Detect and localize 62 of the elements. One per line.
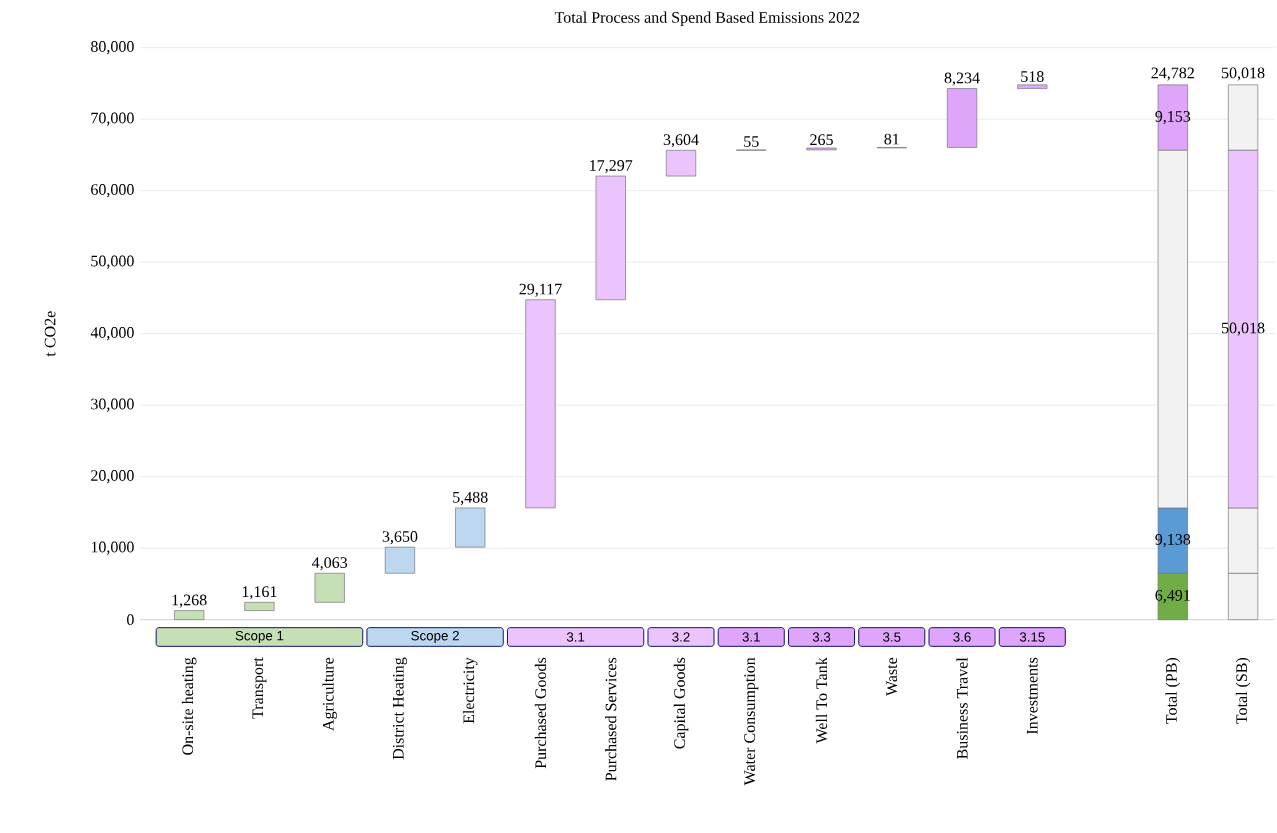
- x-tick-label: Total (PB): [1165, 657, 1181, 724]
- text: 3.1: [566, 632, 585, 642]
- data-label: 4,063: [312, 557, 348, 571]
- x-tick-label: Transport: [252, 657, 267, 719]
- x-tick-label: Waste: [886, 657, 898, 696]
- data-label: 9,153: [1155, 111, 1191, 125]
- x-tick-label: Capital Goods: [673, 657, 689, 749]
- bar: [1017, 84, 1048, 89]
- text: 3.6: [953, 632, 971, 642]
- y-tick-label: 50,000: [91, 255, 134, 269]
- y-tick-label: 20,000: [91, 470, 134, 484]
- bar: [314, 572, 345, 603]
- x-tick-label: Electricity: [462, 657, 478, 724]
- x-tick-label: On-site heating: [181, 657, 197, 755]
- text: Scope 2: [411, 630, 459, 644]
- data-label: 1,268: [172, 594, 207, 608]
- data-label: 55: [744, 136, 759, 147]
- text: 3.15: [1019, 632, 1045, 642]
- x-tick-label: Purchased Goods: [534, 657, 547, 769]
- x-tick-label: Agriculture: [322, 657, 337, 731]
- y-tick-label: 60,000: [91, 184, 134, 198]
- y-tick-label: 0: [127, 614, 134, 626]
- annotation: 50,018: [1221, 67, 1265, 81]
- bar: [665, 149, 697, 177]
- bar: [595, 175, 626, 301]
- data-label: 81: [884, 133, 899, 145]
- data-label: 29,117: [519, 283, 562, 297]
- x-tick-label: District Heating: [392, 657, 407, 760]
- data-label: 8,234: [944, 72, 980, 86]
- text: 3.3: [812, 632, 831, 642]
- data-label: 17,297: [590, 160, 633, 174]
- bar: [174, 610, 205, 621]
- x-tick-label: Purchased Services: [605, 657, 617, 781]
- data-label: 3,604: [663, 134, 699, 148]
- y-axis-title: t CO2e: [44, 311, 56, 357]
- annotation: 24,782: [1151, 67, 1194, 81]
- y-tick-label: 70,000: [91, 112, 134, 126]
- bar: [384, 546, 416, 574]
- data-label: 265: [810, 134, 833, 146]
- x-tick-label: Investments: [1026, 657, 1038, 734]
- text: 3.2: [672, 632, 690, 642]
- data-label: 518: [1021, 71, 1044, 82]
- text: 3.5: [883, 632, 901, 642]
- data-label: 3,650: [382, 531, 418, 545]
- text: 3.1: [742, 632, 760, 642]
- x-tick-label: Total (SB): [1235, 657, 1251, 724]
- y-tick-label: 10,000: [91, 541, 134, 555]
- chart-title: Total Process and Spend Based Emissions 2022: [554, 11, 860, 27]
- data-label: 5,488: [453, 491, 488, 505]
- x-tick-label: Well To Tank: [815, 657, 828, 744]
- bar: [946, 88, 978, 148]
- y-tick-label: 40,000: [90, 327, 134, 341]
- y-tick-label: 80,000: [91, 41, 134, 55]
- x-tick-label: Water Consumption: [744, 657, 759, 786]
- bar: [455, 507, 486, 548]
- data-label: 50,018: [1221, 322, 1265, 336]
- bar: [525, 299, 556, 509]
- data-label: 1,161: [242, 586, 277, 600]
- text: Scope 1: [235, 630, 284, 644]
- bar: [244, 601, 275, 611]
- x-tick-label: Business Travel: [956, 657, 968, 759]
- y-tick-label: 30,000: [91, 398, 134, 412]
